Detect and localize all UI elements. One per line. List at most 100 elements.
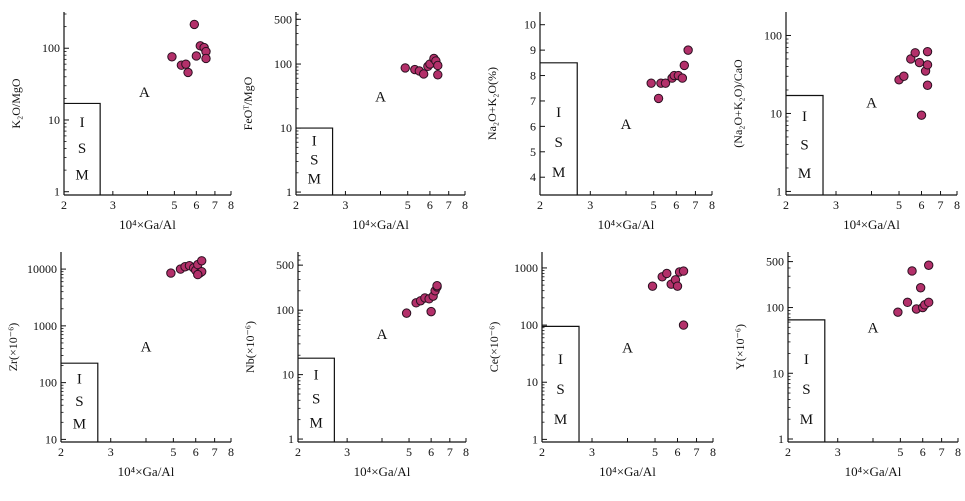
data-point [201,53,211,64]
y-tick-label: 1000 [33,319,57,333]
ism-field-label: M [798,166,811,182]
y-tick-label: 10 [772,366,784,380]
x-tick-label: 7 [938,198,944,212]
x-tick-label: 2 [61,198,67,212]
y-tick-label: 10 [45,432,57,446]
data-point [678,266,689,276]
data-point [183,67,193,78]
y-tick-label: 1 [286,185,292,199]
data-point [660,78,671,88]
ism-field-label: I [802,109,807,125]
x-tick-label: 6 [193,198,199,212]
x-tick-label: 7 [694,445,700,459]
x-tick-label: 8 [228,445,234,459]
data-point [910,48,920,58]
y-tick-label: 100 [274,57,292,71]
ism-field-box [61,362,99,442]
data-point [915,283,926,293]
ism-field-label: I [80,115,85,131]
x-tick-label: 5 [171,198,177,212]
x-tick-label: 6 [919,198,925,212]
ism-field-label: I [312,133,317,149]
ism-field-box [542,325,580,442]
y-tick-label: 100 [520,318,538,332]
x-tick-label: 2 [539,445,545,459]
y-tick-label: 9 [530,43,536,57]
y-tick-label: 5 [530,145,536,159]
y-tick-label: 7 [530,94,536,108]
a-type-field-label: A [866,95,877,111]
x-tick-label: 2 [295,445,301,459]
x-tick-label: 8 [228,198,234,212]
y-tick-label: 100 [276,303,294,317]
y-tick-label: 10000 [27,262,57,276]
x-tick-label: 8 [709,198,715,212]
data-point [653,93,664,104]
a-type-field-label: A [141,340,152,356]
x-tick-label: 3 [342,198,348,212]
ism-field-label: S [554,135,562,151]
y-axis-label: Na₂O+K₂O(%) [485,67,499,140]
x-axis-label: 10⁴×Ga/Al [599,464,656,479]
y-tick-label: 1 [778,432,784,446]
data-point [167,52,177,62]
data-point [922,60,933,70]
ism-field-label: M [308,172,321,188]
data-point [193,269,203,280]
y-axis-label: Zr(×10⁻⁶) [6,323,20,372]
x-axis-label: 10⁴×Ga/Al [598,217,655,232]
a-type-field-label: A [622,341,633,357]
data-point [426,306,436,317]
data-point [181,59,191,69]
x-tick-label: 7 [446,198,452,212]
y-tick-label: 1 [288,432,294,446]
ism-field-label: S [75,394,83,410]
y-axis-label: (Na₂O+K₂O)/CaO [731,59,745,148]
y-axis-label: Nb(×10⁻⁶) [243,321,257,373]
y-axis-label: K₂O/MgO [9,78,23,129]
x-tick-label: 6 [920,445,926,459]
x-tick-label: 8 [710,445,716,459]
x-tick-label: 6 [427,198,433,212]
ism-field-label: I [77,371,82,387]
y-tick-label: 8 [530,69,536,83]
x-tick-label: 5 [170,445,176,459]
x-tick-label: 5 [652,445,658,459]
y-tick-label: 4 [530,170,536,184]
y-tick-label: 1000 [514,261,538,275]
data-point [166,268,176,278]
ism-field-box [298,357,335,442]
ism-field-label: M [800,412,813,428]
ism-field-label: S [78,141,86,157]
x-tick-label: 6 [428,445,434,459]
data-point [189,19,200,30]
a-type-field-label: A [139,85,150,101]
panel-6: 2 3 5 6 7 8 1 10 100 500 10⁴×Ga/Al Nb(×10⁻⁶) ISM A [243,252,469,479]
y-tick-label: 1 [532,432,538,446]
ism-field-box [296,127,334,195]
data-point [922,46,933,57]
y-tick-label: 10 [526,375,538,389]
x-tick-label: 2 [537,198,543,212]
data-point [914,57,925,68]
a-type-field-label: A [377,327,388,343]
data-point [418,69,429,79]
ism-field-label: I [314,368,319,384]
data-point [907,266,917,276]
data-point [433,70,443,80]
x-axis-label: 10⁴×Ga/Al [119,217,176,232]
x-tick-label: 5 [897,445,903,459]
ism-field-label: S [556,382,564,398]
x-axis-label: 10⁴×Ga/Al [845,464,902,479]
x-tick-label: 2 [785,445,791,459]
ism-field-label: M [75,167,88,183]
x-tick-label: 3 [587,198,593,212]
x-tick-label: 6 [193,445,199,459]
y-tick-label: 1 [776,184,782,198]
data-point [646,78,656,88]
data-point [191,51,202,61]
a-type-field-label: A [621,117,632,133]
data-point [647,281,658,291]
x-tick-label: 5 [405,198,411,212]
y-tick-label: 100 [39,376,57,390]
